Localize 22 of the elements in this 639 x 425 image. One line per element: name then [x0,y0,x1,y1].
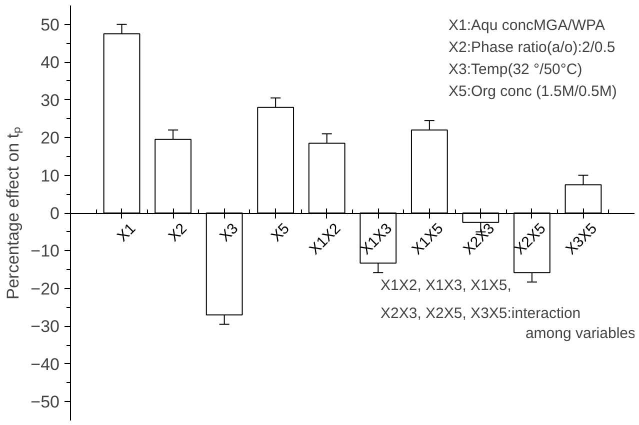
y-tick-label: −10 [30,242,60,261]
x-tick-label: X2 [165,220,190,246]
y-tick-label: −40 [30,354,60,374]
y-tick-label: −30 [30,317,60,336]
y-tick-label: 20 [40,128,60,148]
y-axis-title: Percentage effect on tₚ [4,126,24,300]
y-tick-label: 0 [50,204,60,223]
x-tick-label: X3 [216,220,242,246]
x-tick-label: X5 [268,220,293,246]
annotation: X2:Phase ratio(a/o):2/0.5 [448,39,616,56]
annotation: X1:Aqu concMGA/WPA [448,17,605,34]
y-tick-label: 10 [40,166,60,186]
y-tick-label: 40 [40,53,60,72]
annotation: X3:Temp(32 °/50°C) [448,61,582,78]
annotation: X1X2, X1X3, X1X5, [380,277,512,294]
x-tick-label: X1 [114,220,140,246]
y-tick-label: 30 [40,90,60,110]
annotation: X2X3, X2X5, X3X5:interaction [380,305,581,322]
y-tick-label: −20 [30,279,60,298]
y-tick-label: 50 [40,15,60,34]
y-tick-label: −50 [30,392,60,412]
annotation: X5:Org conc (1.5M/0.5M) [448,83,617,100]
